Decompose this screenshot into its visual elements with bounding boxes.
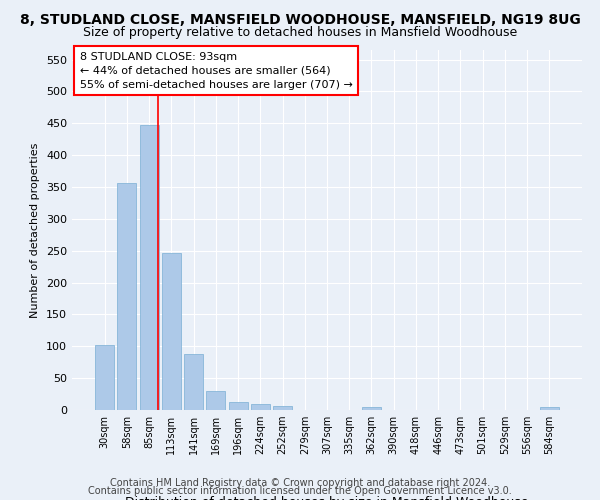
- Bar: [140, 125, 158, 410]
- Text: 8, STUDLAND CLOSE, MANSFIELD WOODHOUSE, MANSFIELD, NG19 8UG: 8, STUDLAND CLOSE, MANSFIELD WOODHOUSE, …: [20, 12, 580, 26]
- Text: Contains public sector information licensed under the Open Government Licence v3: Contains public sector information licen…: [88, 486, 512, 496]
- X-axis label: Distribution of detached houses by size in Mansfield Woodhouse: Distribution of detached houses by size …: [125, 496, 529, 500]
- Text: 8 STUDLAND CLOSE: 93sqm
← 44% of detached houses are smaller (564)
55% of semi-d: 8 STUDLAND CLOSE: 93sqm ← 44% of detache…: [80, 52, 353, 90]
- Bar: [118, 183, 136, 410]
- Y-axis label: Number of detached properties: Number of detached properties: [31, 142, 40, 318]
- Text: Size of property relative to detached houses in Mansfield Woodhouse: Size of property relative to detached ho…: [83, 26, 517, 39]
- Bar: [229, 402, 248, 410]
- Bar: [95, 345, 114, 410]
- Bar: [540, 407, 559, 410]
- Bar: [273, 406, 292, 410]
- Bar: [251, 404, 270, 410]
- Bar: [362, 407, 381, 410]
- Bar: [184, 354, 203, 410]
- Bar: [162, 254, 181, 410]
- Text: Contains HM Land Registry data © Crown copyright and database right 2024.: Contains HM Land Registry data © Crown c…: [110, 478, 490, 488]
- Bar: [206, 391, 225, 410]
